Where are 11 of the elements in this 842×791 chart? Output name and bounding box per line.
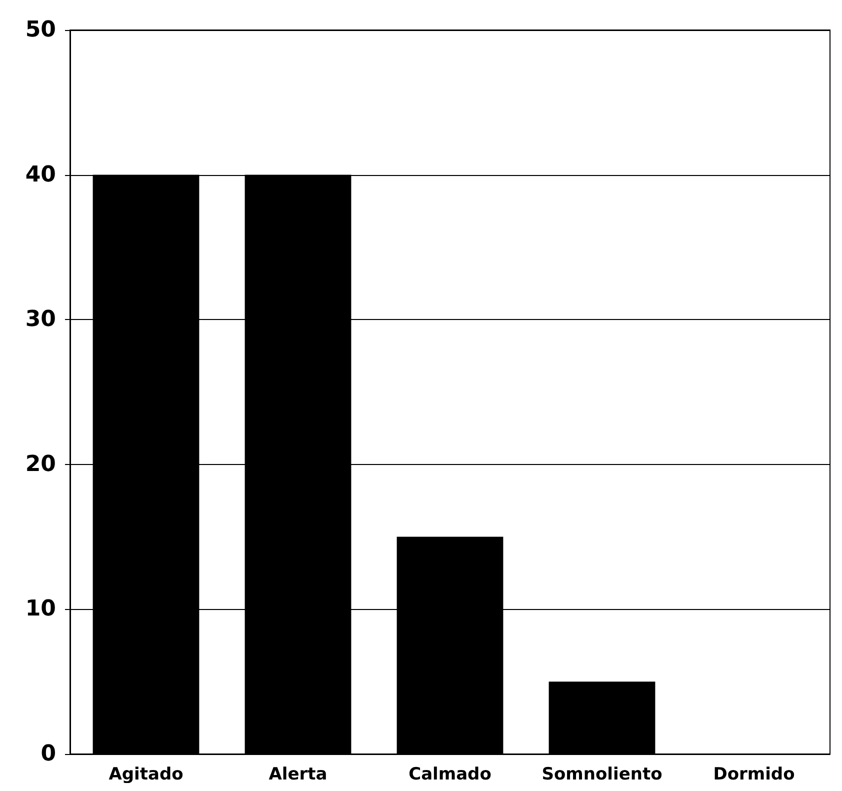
x-tick-label: Agitado [108, 764, 184, 784]
x-tick-label: Dormido [713, 764, 795, 784]
y-tick-label: 30 [25, 307, 56, 332]
y-tick-label: 40 [25, 162, 56, 188]
x-tick-label: Alerta [268, 764, 328, 784]
y-tick-label: 20 [25, 452, 56, 477]
y-tick-label: 10 [25, 596, 56, 622]
y-tick-label: 0 [40, 742, 56, 766]
y-tick-label: 50 [25, 18, 56, 42]
x-tick-label: Calmado [408, 764, 492, 784]
x-tick-label: Somnoliento [542, 764, 662, 784]
